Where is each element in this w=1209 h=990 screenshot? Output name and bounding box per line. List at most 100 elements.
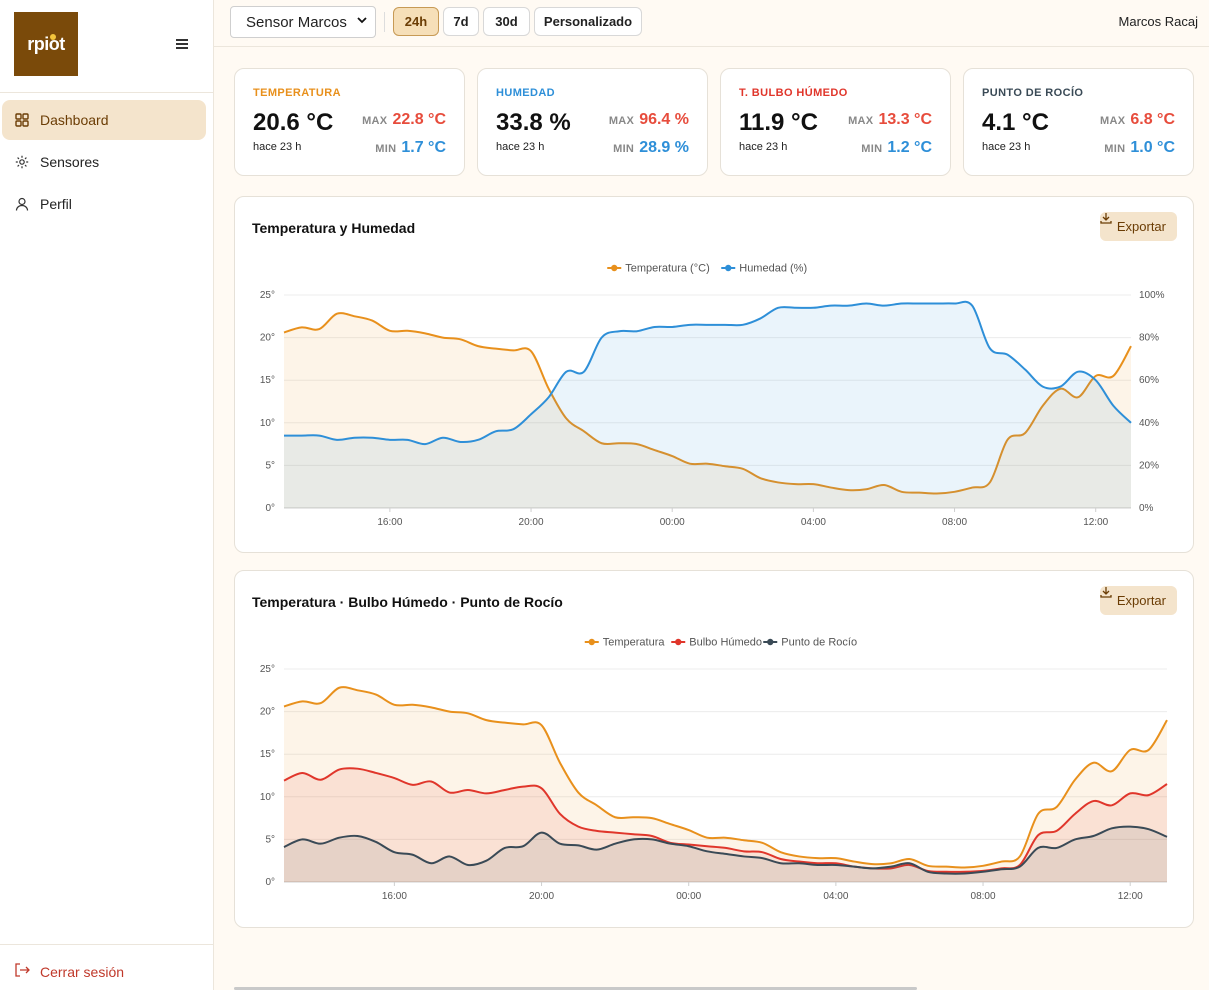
chart-panel-temp-bulbo-rocio: 0° 5° 10° 15° 20° 25° 16:00 20:00 00:00 04:00 08:0… xyxy=(234,570,1194,928)
y-right-tick-label: 60% xyxy=(1139,375,1159,386)
card-timestamp: hace 23 h xyxy=(982,141,1031,153)
card-label: T. BULBO HÚMEDO xyxy=(739,87,848,99)
sidebar-divider-bottom xyxy=(0,944,213,945)
card-label: HUMEDAD xyxy=(496,87,556,99)
x-tick-label: 04:00 xyxy=(823,891,848,902)
menu-toggle-icon[interactable] xyxy=(176,37,194,51)
chart-title: Temperatura y Humedad xyxy=(252,220,416,236)
topbar: Sensor Marcos 24h 7d 30d Personalizado M… xyxy=(214,0,1209,47)
card-timestamp: hace 23 h xyxy=(253,141,302,153)
max-value: 6.8 °C xyxy=(1130,111,1175,128)
range-24h-button[interactable]: 24h xyxy=(393,7,439,36)
min-value: 1.0 °C xyxy=(1130,139,1175,156)
legend-marker xyxy=(725,264,732,272)
y-right-tick-label: 100% xyxy=(1139,290,1165,301)
card-timestamp: hace 23 h xyxy=(739,141,788,153)
sidebar-divider xyxy=(0,92,213,93)
x-tick-label: 20:00 xyxy=(529,891,554,902)
toolbar-separator xyxy=(384,12,385,32)
chart-panel-temp-humedad: 0° 5° 10° 15° 20° 25° 0% 20% 40% 60% 80% 100% 16:00 2… xyxy=(234,196,1194,553)
card-max: MAX 22.8 °C xyxy=(362,111,446,129)
logout-icon xyxy=(14,963,30,980)
series-line xyxy=(283,686,1168,869)
card-value: 11.9 °C xyxy=(739,109,818,136)
min-value: 1.2 °C xyxy=(887,139,932,156)
x-tick-label: 04:00 xyxy=(801,517,826,528)
y-tick-label: 10° xyxy=(260,792,275,803)
min-tag: MIN xyxy=(375,143,397,155)
y-tick-label: 20° xyxy=(260,707,275,718)
card-max: MAX 96.4 % xyxy=(609,111,689,129)
x-tick-label: 16:00 xyxy=(377,517,402,528)
export-label: Exportar xyxy=(1116,593,1166,608)
temp-humedad-chart: 0° 5° 10° 15° 20° 25° 0% 20% 40% 60% 80% 100% 16:00 2… xyxy=(260,263,1165,529)
stat-card-bulbo-humedo: T. BULBO HÚMEDO 11.9 °C hace 23 h MAX 13.… xyxy=(720,68,951,176)
y-right-tick-label: 80% xyxy=(1139,333,1159,344)
card-value: 33.8 % xyxy=(496,109,571,136)
card-timestamp: hace 23 h xyxy=(496,141,545,153)
y-tick-label: 20° xyxy=(260,333,275,344)
grid-icon xyxy=(14,112,30,128)
logout-label: Cerrar sesión xyxy=(40,963,125,980)
legend-label: Humedad (%) xyxy=(739,263,807,275)
x-tick-label: 12:00 xyxy=(1118,891,1143,902)
y-tick-label: 25° xyxy=(260,290,275,301)
min-tag: MIN xyxy=(613,143,635,155)
series-area xyxy=(284,313,1131,508)
x-tick-label: 20:00 xyxy=(519,517,544,528)
series-area xyxy=(284,687,1167,882)
user-name[interactable]: Marcos Racaj xyxy=(1118,14,1198,29)
series-area xyxy=(284,768,1167,882)
x-tick-label: 08:00 xyxy=(971,891,996,902)
y-tick-label: 10° xyxy=(260,418,275,429)
legend-marker xyxy=(767,638,774,646)
x-tick-label: 08:00 xyxy=(942,517,967,528)
app-logo[interactable]: rpiot xyxy=(14,12,78,76)
range-custom-button[interactable]: Personalizado xyxy=(534,7,642,36)
card-min: MIN 1.2 °C xyxy=(861,139,932,157)
sidebar-item-sensores[interactable]: Sensores xyxy=(2,142,206,182)
y-tick-label: 0° xyxy=(265,503,275,514)
card-min: MIN 1.7 °C xyxy=(375,139,446,157)
min-value: 1.7 °C xyxy=(401,139,446,156)
legend-label: Punto de Rocío xyxy=(781,637,857,649)
min-tag: MIN xyxy=(1104,143,1126,155)
sensor-icon xyxy=(14,154,30,170)
legend-marker xyxy=(588,638,595,646)
export-button[interactable]: Exportar xyxy=(1099,212,1177,241)
sensor-select[interactable]: Sensor Marcos xyxy=(230,6,376,38)
temp-bulbo-rocio-chart: 0° 5° 10° 15° 20° 25° 16:00 20:00 00:00 04:00 08:0… xyxy=(260,637,1168,902)
export-button[interactable]: Exportar xyxy=(1099,586,1177,615)
series-area xyxy=(284,301,1131,508)
x-tick-label: 16:00 xyxy=(382,891,407,902)
sidebar-item-perfil[interactable]: Perfil xyxy=(2,184,206,224)
max-tag: MAX xyxy=(608,115,635,127)
min-tag: MIN xyxy=(861,143,883,155)
card-label: TEMPERATURA xyxy=(253,87,341,99)
chevron-down-icon xyxy=(357,16,367,27)
sidebar-item-label: Sensores xyxy=(40,154,100,170)
sidebar-nav: Dashboard Sensores Perfil xyxy=(2,100,206,226)
sensor-select-value: Sensor Marcos xyxy=(246,13,347,31)
card-max: MAX 13.3 °C xyxy=(848,111,932,129)
max-tag: MAX xyxy=(362,115,388,127)
series-line xyxy=(283,312,1132,495)
max-value: 13.3 °C xyxy=(878,111,932,128)
min-value: 28.9 % xyxy=(639,139,689,156)
sidebar-item-label: Dashboard xyxy=(40,112,109,128)
range-30d-button[interactable]: 30d xyxy=(483,7,530,36)
x-tick-label: 00:00 xyxy=(676,891,701,902)
max-value: 96.4 % xyxy=(639,111,689,128)
card-label: PUNTO DE ROCÍO xyxy=(982,87,1084,99)
y-right-tick-label: 0% xyxy=(1139,503,1154,514)
sidebar-item-dashboard[interactable]: Dashboard xyxy=(2,100,206,140)
series-line xyxy=(283,767,1168,873)
range-7d-button[interactable]: 7d xyxy=(443,7,479,36)
logo-dot xyxy=(50,34,56,40)
horizontal-scrollbar[interactable] xyxy=(234,987,917,990)
max-tag: MAX xyxy=(848,115,874,127)
card-max: MAX 6.8 °C xyxy=(1100,111,1175,129)
y-tick-label: 0° xyxy=(265,877,275,888)
sidebar: rpiot Dashboard Sensores Perfil xyxy=(0,0,214,990)
logout-button[interactable]: Cerrar sesión xyxy=(14,963,124,980)
